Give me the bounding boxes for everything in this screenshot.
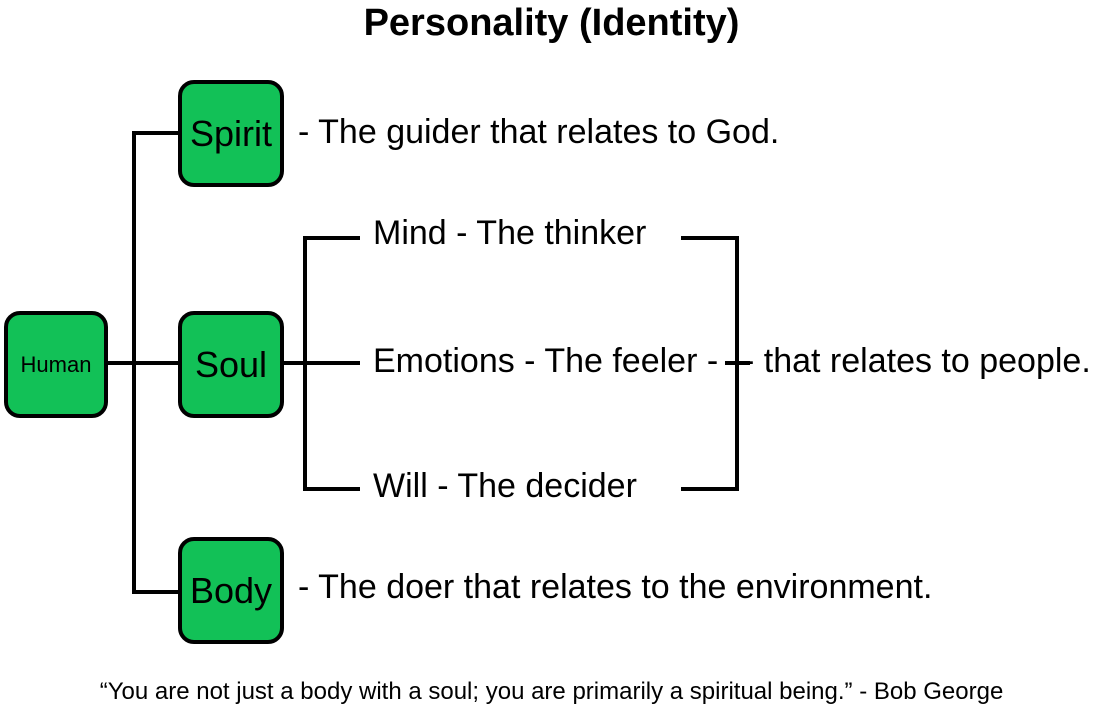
diagram-title: Personality (Identity) — [363, 2, 740, 44]
spirit-description: - The guider that relates to God. — [298, 113, 780, 151]
human-node: Human — [4, 311, 108, 418]
body-label: Body — [189, 569, 273, 611]
will-label: Will - The decider — [373, 467, 637, 505]
spirit-node: Spirit — [178, 80, 284, 187]
soul-label: Soul — [194, 343, 268, 385]
people-description: - that relates to people. — [743, 342, 1091, 380]
soul-bracket — [303, 236, 360, 491]
body-description: - The doer that relates to the environme… — [298, 568, 933, 606]
body-node: Body — [178, 537, 284, 644]
quote: “You are not just a body with a soul; yo… — [99, 678, 1004, 705]
emotions-label: Emotions - The feeler - — [373, 342, 719, 380]
spirit-label: Spirit — [189, 112, 273, 154]
mind-label: Mind - The thinker — [373, 214, 647, 252]
human-label: Human — [20, 351, 92, 377]
soul-node: Soul — [178, 311, 284, 418]
